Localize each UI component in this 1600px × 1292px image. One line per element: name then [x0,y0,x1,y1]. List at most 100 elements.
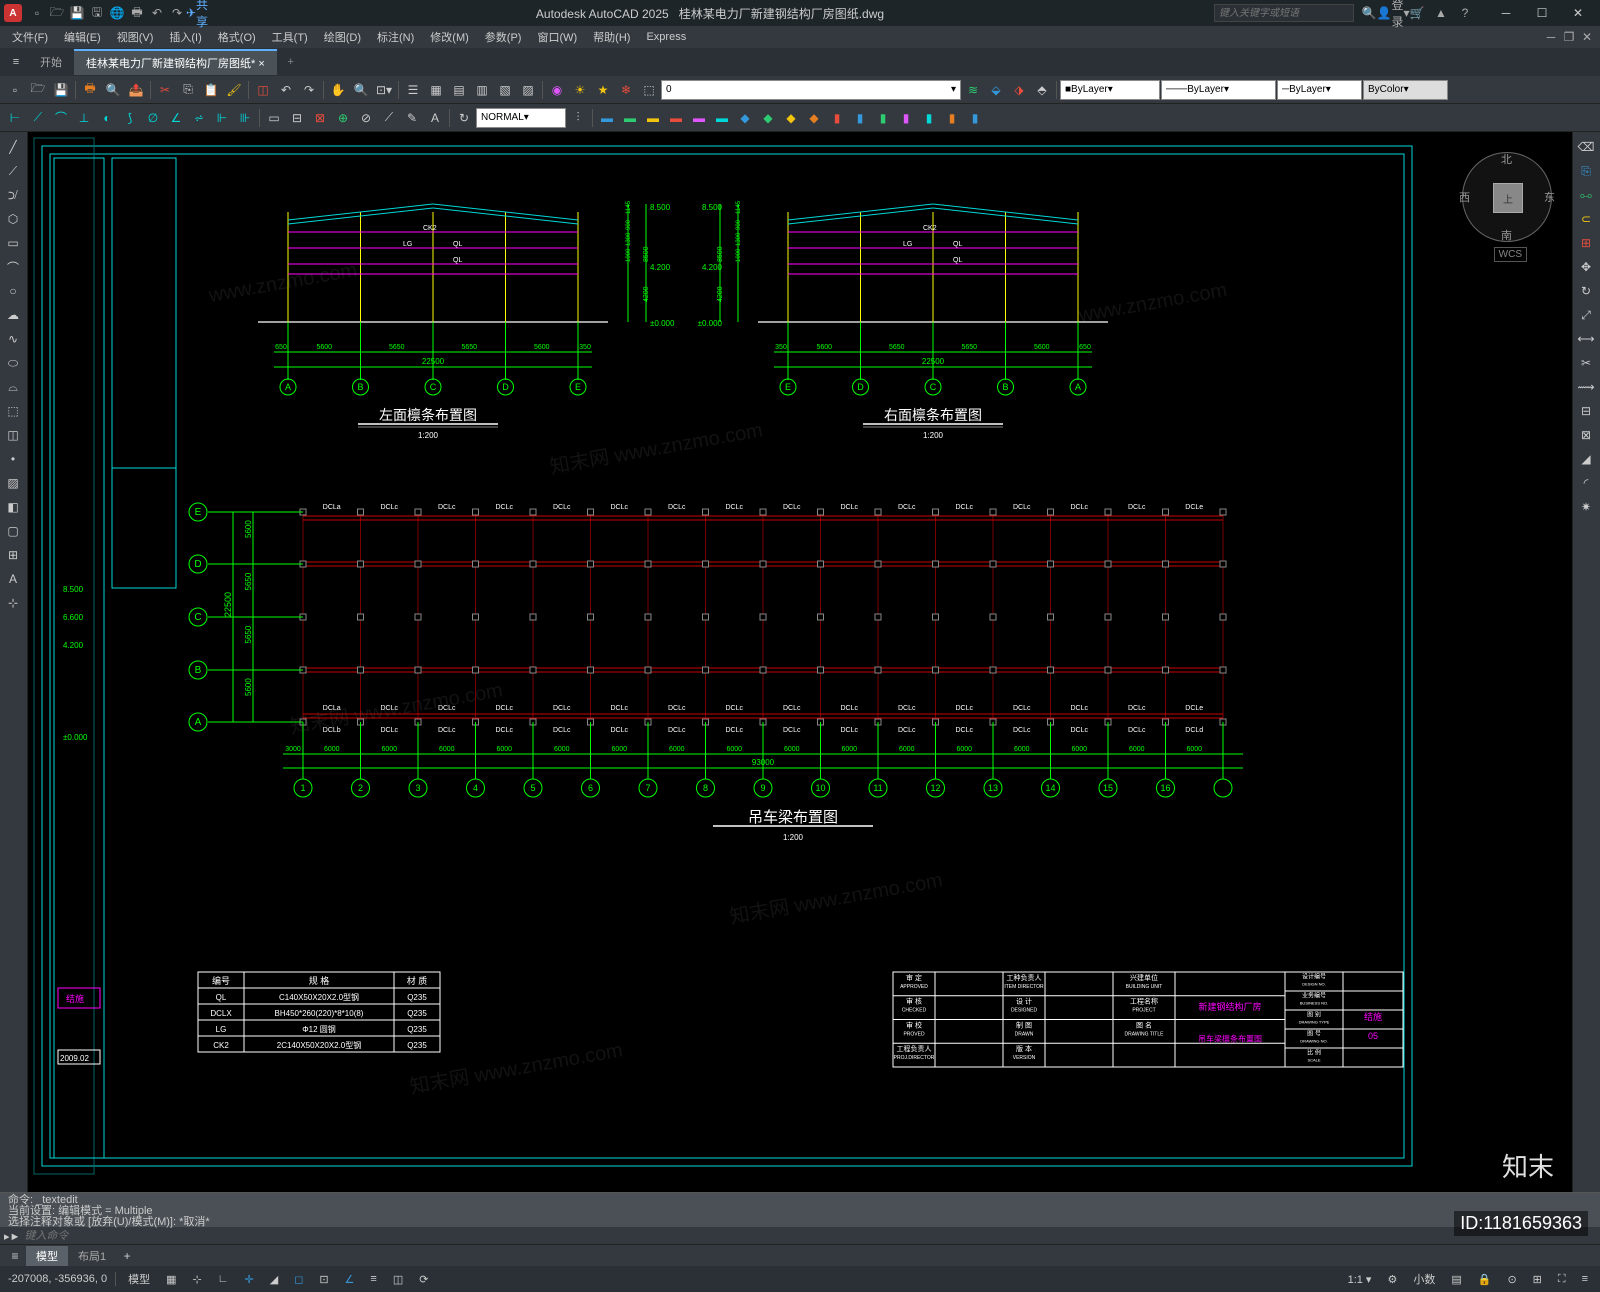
help-icon[interactable]: ? [1456,4,1474,22]
cleanscreen-icon[interactable]: ⛶ [1554,1271,1570,1288]
menu-insert[interactable]: 插入(I) [161,27,209,47]
t17-icon[interactable]: ▮ [964,107,986,129]
maximize-button[interactable]: ☐ [1524,0,1560,26]
doc-minimize-button[interactable]: ─ [1542,28,1560,46]
pline-icon[interactable]: ⟉ [2,184,24,206]
point-icon[interactable]: • [2,448,24,470]
drawing-canvas[interactable]: 8.5006.6004.200±0.000结施2009.02CK2LGQLQLA… [28,132,1572,1192]
modelspace-button[interactable]: 模型 [124,1269,154,1289]
design-icon[interactable]: ▦ [425,79,447,101]
props-icon[interactable]: ☰ [402,79,424,101]
preview-icon[interactable]: 🔍 [102,79,124,101]
share-icon[interactable]: ✈ 共享 [188,4,206,22]
undo2-icon[interactable]: ↶ [275,79,297,101]
trim-icon[interactable]: ✂ [1575,352,1597,374]
customize-icon[interactable]: ≡ [1578,1271,1592,1287]
polar-toggle-icon[interactable]: ✛ [241,1271,258,1288]
t1-icon[interactable]: ▬ [596,107,618,129]
osnap-toggle-icon[interactable]: ◻ [290,1271,307,1288]
close-button[interactable]: ✕ [1560,0,1596,26]
hatch-icon[interactable]: ▨ [2,472,24,494]
t3-icon[interactable]: ▬ [642,107,664,129]
layer-icon[interactable]: ◉ [546,79,568,101]
dim-linear-icon[interactable]: ⊢ [4,107,26,129]
zoom-icon[interactable]: 🔍 [350,79,372,101]
dim-jog-icon[interactable]: ⟆ [119,107,141,129]
isolate-icon[interactable]: ⊙ [1503,1271,1520,1288]
t6-icon[interactable]: ▬ [711,107,733,129]
ribbon-toggle-icon[interactable]: ≡ [4,50,28,74]
dim-space-icon[interactable]: ▭ [263,107,285,129]
search-icon[interactable]: 🔍 [1360,4,1378,22]
menu-edit[interactable]: 编辑(E) [56,27,109,47]
units-display[interactable]: 小数 [1409,1269,1439,1289]
3dosnap-toggle-icon[interactable]: ⊡ [315,1271,332,1288]
scale-icon[interactable]: ⤢ [1575,304,1597,326]
new-doc-icon[interactable]: ▫ [4,79,26,101]
quickcalc-icon[interactable]: ▨ [517,79,539,101]
plot-icon[interactable]: 🖶 [128,4,146,22]
pan-icon[interactable]: ✋ [327,79,349,101]
join-icon[interactable]: ⊠ [1575,424,1597,446]
plotstyle-dropdown[interactable]: ByColor ▾ [1363,80,1448,100]
dimedit-icon[interactable]: ✎ [401,107,423,129]
ellipse-icon[interactable]: ⬭ [2,352,24,374]
light-icon[interactable]: ★ [592,79,614,101]
command-input[interactable] [24,1230,1596,1242]
menu-format[interactable]: 格式(O) [210,27,264,47]
layerstate-icon[interactable]: ≋ [962,79,984,101]
menu-modify[interactable]: 修改(M) [422,27,477,47]
t2-icon[interactable]: ▬ [619,107,641,129]
sheet-icon[interactable]: ▥ [471,79,493,101]
web-icon[interactable]: 🌐 [108,4,126,22]
minimize-button[interactable]: ─ [1488,0,1524,26]
menu-window[interactable]: 窗口(W) [529,27,585,47]
menu-express[interactable]: Express [638,29,694,45]
array-icon[interactable]: ⊞ [1575,232,1597,254]
cycling-icon[interactable]: ⟳ [415,1271,432,1288]
new-icon[interactable]: ▫ [28,4,46,22]
match-icon[interactable]: 🖌 [223,79,245,101]
layer-dropdown[interactable]: 0▾ [661,80,961,100]
xline-icon[interactable]: ⟋ [2,160,24,182]
markup-icon[interactable]: ▧ [494,79,516,101]
new-tab-button[interactable]: + [281,52,301,72]
tolerance-icon[interactable]: ⊠ [309,107,331,129]
inspect-icon[interactable]: ⊘ [355,107,377,129]
block-icon[interactable]: ◫ [252,79,274,101]
command-history[interactable]: 命令: _textedit 当前设置: 编辑模式 = Multiple 选择注释… [0,1193,1600,1227]
erase-icon[interactable]: ⌫ [1575,136,1597,158]
region-icon[interactable]: ▢ [2,520,24,542]
paste-icon[interactable]: 📋 [200,79,222,101]
dim-radius-icon[interactable]: ◐ [96,107,118,129]
t13-icon[interactable]: ▮ [872,107,894,129]
lwt-toggle-icon[interactable]: ≡ [366,1271,380,1287]
open-doc-icon[interactable]: 🗁 [27,79,49,101]
table-icon[interactable]: ⊞ [2,544,24,566]
menu-view[interactable]: 视图(V) [109,27,162,47]
rotate-icon[interactable]: ↻ [1575,280,1597,302]
undo-icon[interactable]: ↶ [148,4,166,22]
addsel-icon[interactable]: ⊹ [2,592,24,614]
menu-draw[interactable]: 绘图(D) [316,27,369,47]
ellipsearc-icon[interactable]: ⌓ [2,376,24,398]
iso-toggle-icon[interactable]: ◢ [266,1271,282,1288]
mirror-icon[interactable]: ⧟ [1575,184,1597,206]
grid-toggle-icon[interactable]: ▦ [162,1271,180,1288]
freeze-icon[interactable]: ❄ [615,79,637,101]
menu-param[interactable]: 参数(P) [477,27,530,47]
doc-restore-button[interactable]: ❐ [1560,28,1578,46]
offset-icon[interactable]: ⊂ [1575,208,1597,230]
t11-icon[interactable]: ▮ [826,107,848,129]
center-icon[interactable]: ⊕ [332,107,354,129]
menu-dim[interactable]: 标注(N) [369,27,422,47]
dim-continue-icon[interactable]: ⊪ [234,107,256,129]
dimtedit-icon[interactable]: A [424,107,446,129]
mtext-icon[interactable]: A [2,568,24,590]
app-icon[interactable]: A [4,4,22,22]
coordinates-display[interactable]: -207008, -356936, 0 [8,1273,107,1285]
tab-layout1[interactable]: 布局1 [68,1246,116,1266]
t9-icon[interactable]: ◆ [780,107,802,129]
publish-icon[interactable]: 📤 [125,79,147,101]
line-icon[interactable]: ╱ [2,136,24,158]
